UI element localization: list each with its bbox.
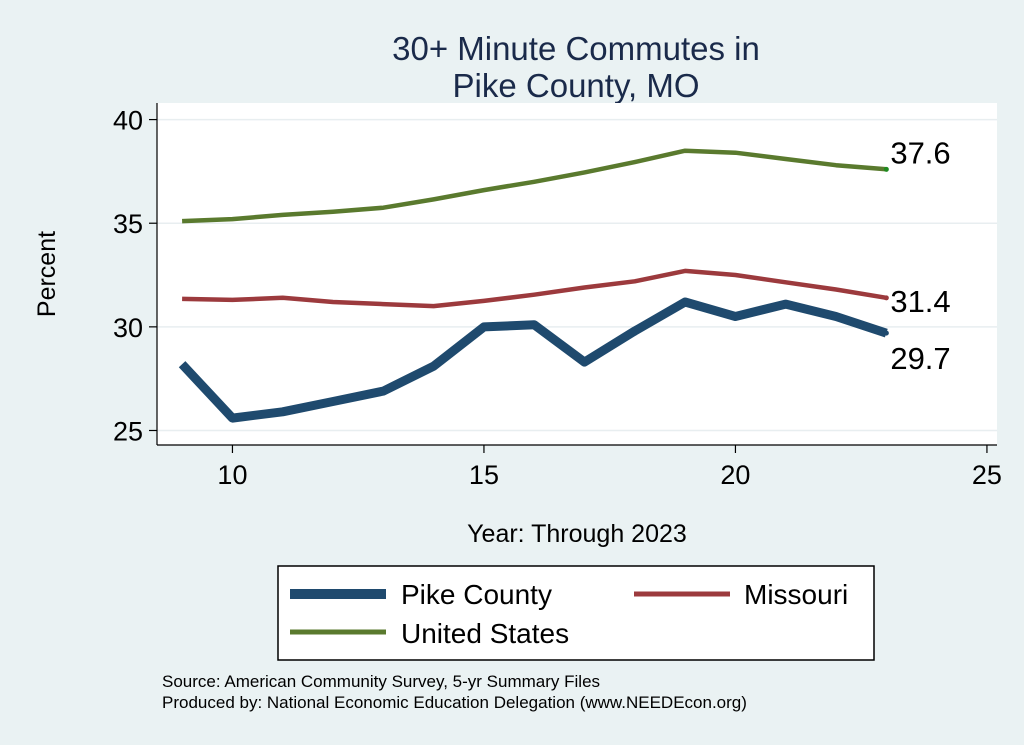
end-label-united-states: 37.6 xyxy=(890,135,950,170)
x-tick-label-25: 25 xyxy=(972,460,1002,490)
y-tick-label-35: 35 xyxy=(113,209,143,239)
series-line-pike-county xyxy=(178,297,888,423)
legend-label-pike-county: Pike County xyxy=(401,579,552,610)
x-tick-label-10: 10 xyxy=(217,460,247,490)
source-line-1: Source: American Community Survey, 5-yr … xyxy=(162,672,600,691)
series-line-united-states xyxy=(182,148,887,224)
legend-label-united-states: United States xyxy=(401,618,569,649)
y-tick-label-25: 25 xyxy=(113,416,143,446)
legend-box xyxy=(277,565,875,661)
end-labels-layer: 29.7 31.4 37.6 xyxy=(890,135,950,376)
x-tick-label-15: 15 xyxy=(469,460,499,490)
end-label-missouri: 31.4 xyxy=(890,284,950,319)
legend-label-missouri: Missouri xyxy=(744,579,848,610)
x-axis-title: Year: Through 2023 xyxy=(467,520,687,548)
y-tick-label-40: 40 xyxy=(113,106,143,136)
series-end-point-united-states xyxy=(883,166,889,172)
series-layer xyxy=(178,148,889,423)
y-axis-title: Percent xyxy=(33,231,61,317)
series-end-point-pike-county xyxy=(883,330,889,336)
plot-area xyxy=(157,103,997,445)
series-end-point-missouri xyxy=(883,295,889,301)
series-line-missouri xyxy=(182,268,887,309)
chart-title-line-2: Pike County, MO xyxy=(453,67,700,104)
chart-title-line-1: 30+ Minute Commutes in xyxy=(392,30,760,67)
end-label-pike-county: 29.7 xyxy=(890,341,950,376)
y-tick-label-30: 30 xyxy=(113,313,143,343)
axes-layer: 25 30 35 40 10 15 20 25 xyxy=(113,103,1002,490)
source-line-2: Produced by: National Economic Education… xyxy=(162,693,747,712)
x-tick-label-20: 20 xyxy=(720,460,750,490)
